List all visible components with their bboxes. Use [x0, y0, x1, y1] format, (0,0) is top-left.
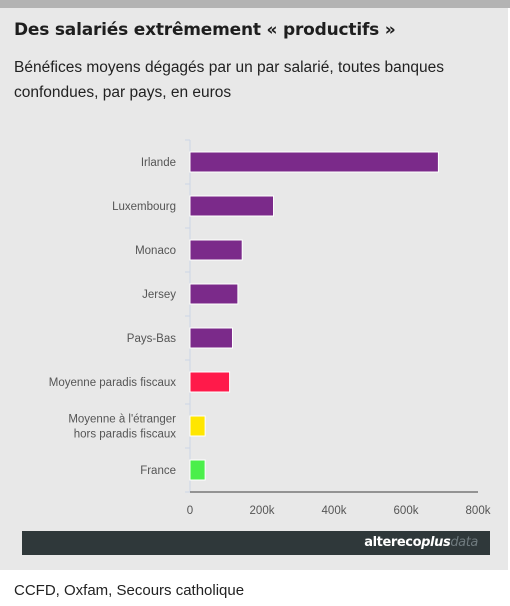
- brand-bar: alterecoplusdata: [22, 531, 490, 555]
- category-label: Irlande: [141, 157, 176, 169]
- category-label: France: [140, 465, 176, 477]
- category-label-line: Pays-Bas: [127, 333, 176, 345]
- chart-title: Des salariés extrêmement « productifs »: [14, 20, 396, 40]
- brand-logo-part1: altereco: [364, 535, 422, 550]
- top-strip: [0, 0, 510, 8]
- brand-logo-part2: plus: [421, 535, 451, 550]
- bar: [189, 371, 231, 393]
- category-label: Jersey: [142, 289, 176, 301]
- category-label-line: hors paradis fiscaux: [74, 429, 177, 441]
- category-label: Moyenne paradis fiscaux: [49, 377, 176, 389]
- category-label-line: Moyenne à l'étranger: [68, 414, 176, 426]
- source-text: CCFD, Oxfam, Secours catholique: [14, 582, 245, 599]
- chart-subtitle: Bénéfices moyens dégagés par un par sala…: [14, 59, 444, 101]
- bar: [189, 195, 275, 217]
- value-tick-label: 200k: [250, 505, 275, 517]
- category-label-line: Monaco: [135, 245, 176, 257]
- value-tick-label: 600k: [394, 505, 419, 517]
- bar: [189, 239, 243, 261]
- bar: [189, 327, 233, 349]
- value-tick-label: 800k: [466, 505, 491, 517]
- bar: [189, 151, 439, 173]
- bar-chart: Irlande Luxembourg Monaco Jersey Pays-Bas Moy…: [49, 139, 491, 517]
- bar: [189, 459, 206, 481]
- category-label: Moyenne à l'étranger hors paradis fiscaux: [68, 414, 176, 441]
- category-label-line: Luxembourg: [112, 201, 176, 213]
- category-label: Monaco: [135, 245, 176, 257]
- chart-card: Des salariés extrêmement « productifs » …: [0, 8, 508, 570]
- category-label-line: Irlande: [141, 157, 176, 169]
- bar: [189, 283, 239, 305]
- category-label: Luxembourg: [112, 201, 176, 213]
- bar: [189, 415, 206, 437]
- brand-logo: alterecoplusdata: [364, 535, 478, 551]
- category-label-line: France: [140, 465, 176, 477]
- brand-logo-part3: data: [450, 535, 478, 550]
- value-tick-label: 0: [187, 505, 193, 517]
- category-label-line: Moyenne paradis fiscaux: [49, 377, 176, 389]
- category-label: Pays-Bas: [127, 333, 176, 345]
- category-label-line: Jersey: [142, 289, 176, 301]
- value-tick-label: 400k: [322, 505, 347, 517]
